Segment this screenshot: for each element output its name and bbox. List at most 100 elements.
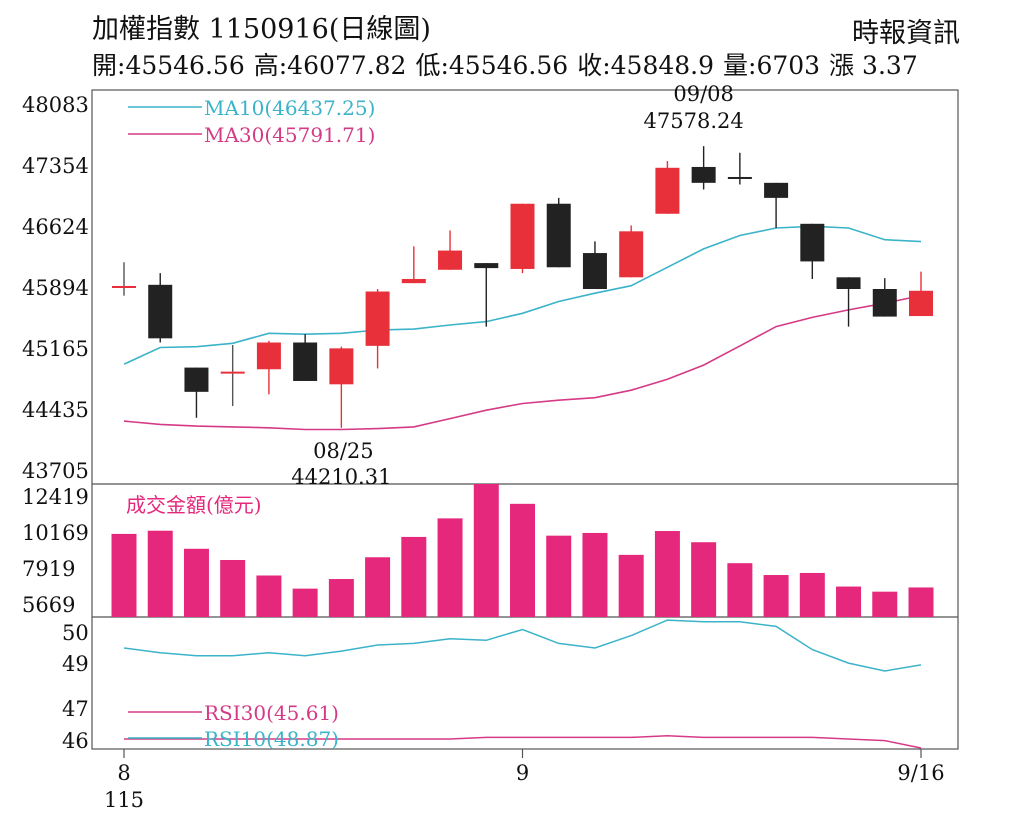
candle-body [474, 263, 499, 269]
plot-border [91, 89, 959, 750]
turnover-bar [691, 542, 717, 617]
y-tick-label: 48083 [22, 93, 89, 117]
turnover-bars [111, 484, 934, 617]
moving-average-lines [123, 225, 922, 431]
low-date-label: 08/25 [313, 439, 374, 463]
chart-labels: 48083 47354 46624 45894 45165 44435 43705 MA10(… [22, 82, 945, 812]
y-tick-label: 47354 [22, 154, 89, 178]
candle-body [582, 253, 607, 290]
turnover-bar [618, 554, 644, 617]
candle-body [619, 231, 644, 278]
source-label: 時報資訊 [852, 18, 960, 49]
y-tick-label: 50 [62, 621, 89, 645]
turnover-bar [365, 557, 391, 617]
ma10-line [123, 225, 922, 365]
turnover-bar [872, 591, 898, 617]
chart-frame [91, 89, 959, 750]
candle-body [510, 203, 535, 269]
stat-low-label: 低: [415, 51, 449, 80]
turnover-bar [292, 588, 318, 617]
y-tick-label: 12419 [22, 485, 89, 509]
rsi10-legend-label: RSI10(48.87) [204, 727, 339, 751]
rsi30-line [124, 735, 922, 749]
candle [764, 182, 789, 228]
y-tick-label: 46624 [22, 215, 89, 239]
x-year-label: 115 [104, 788, 144, 812]
stat-low-value: 45546.56 [448, 51, 569, 80]
candle-body [148, 284, 173, 339]
turnover-bar [763, 575, 789, 617]
turnover-bar [582, 532, 608, 617]
high-value-label: 47578.24 [644, 109, 744, 133]
x-tick-label: 9/16 [897, 761, 944, 785]
candle [800, 223, 825, 279]
ohlc-stats: 開:45546.56 高:46077.82 低:45546.56 收:45848.9 量… [92, 53, 918, 78]
candle [220, 345, 245, 407]
candle [474, 263, 499, 327]
candle [256, 340, 281, 395]
candle [293, 334, 318, 381]
turnover-bar [473, 484, 499, 617]
candle [619, 225, 644, 278]
y-tick-label: 45894 [22, 276, 89, 300]
turnover-bar [328, 579, 354, 617]
candle-body [836, 277, 861, 290]
ma30-legend-label: MA30(45791.71) [204, 123, 375, 147]
ma10-legend-label: MA10(46437.25) [204, 96, 375, 120]
y-tick-label: 47 [62, 697, 89, 721]
turnover-bar [437, 518, 463, 617]
y-tick-label: 44435 [22, 398, 89, 422]
turnover-bar [546, 535, 572, 617]
y-tick-label: 10169 [22, 521, 89, 545]
y-tick-label: 49 [62, 652, 89, 676]
candle-body [546, 203, 571, 268]
candle [872, 278, 897, 317]
candle-body [365, 291, 390, 346]
stat-volume-label: 量: [723, 51, 757, 80]
turnover-bar [111, 533, 137, 617]
high-date-label: 09/08 [673, 82, 734, 106]
candle [691, 146, 716, 190]
stat-open-value: 45546.56 [125, 51, 245, 80]
y-tick-label: 45165 [22, 337, 89, 361]
rsi30-legend-label: RSI30(45.61) [204, 701, 339, 725]
stat-close-label: 收: [577, 51, 611, 80]
candle [546, 197, 571, 268]
y-tick-label: 7919 [22, 557, 75, 581]
candle-body [329, 348, 354, 385]
stat-volume-value: 6703 [756, 51, 821, 80]
candle-body [184, 367, 209, 392]
candle-body [764, 182, 789, 198]
candle [836, 277, 861, 327]
candle [401, 246, 426, 284]
candle-body [438, 250, 463, 270]
turnover-bar [147, 530, 173, 617]
candle [438, 230, 463, 270]
candle [365, 289, 390, 369]
candle [582, 241, 607, 290]
turnover-bar [799, 572, 825, 617]
candle [510, 203, 535, 274]
candle-body [872, 289, 897, 317]
turnover-title: 成交金額(億元) [126, 493, 262, 517]
low-value-label: 44210.31 [291, 465, 391, 489]
candle [329, 346, 354, 428]
candle-body [401, 278, 426, 284]
rsi-lines [123, 619, 922, 749]
stat-change-value: 3.37 [854, 51, 918, 80]
candle [112, 262, 136, 296]
turnover-bar [908, 587, 934, 617]
stat-close-value: 45848.9 [610, 51, 715, 80]
y-tick-label: 43705 [22, 459, 89, 483]
turnover-bar [836, 586, 862, 617]
stat-high-label: 高: [253, 51, 288, 80]
turnover-bar [220, 559, 246, 617]
candle [909, 271, 933, 317]
turnover-bar [727, 563, 753, 617]
candle [148, 273, 173, 343]
candle-body [909, 290, 933, 317]
x-tick-label: 9 [516, 761, 529, 785]
x-tick-label: 8 [117, 761, 130, 785]
chart-title: 加權指數 1150916(日線圖) [92, 14, 431, 45]
